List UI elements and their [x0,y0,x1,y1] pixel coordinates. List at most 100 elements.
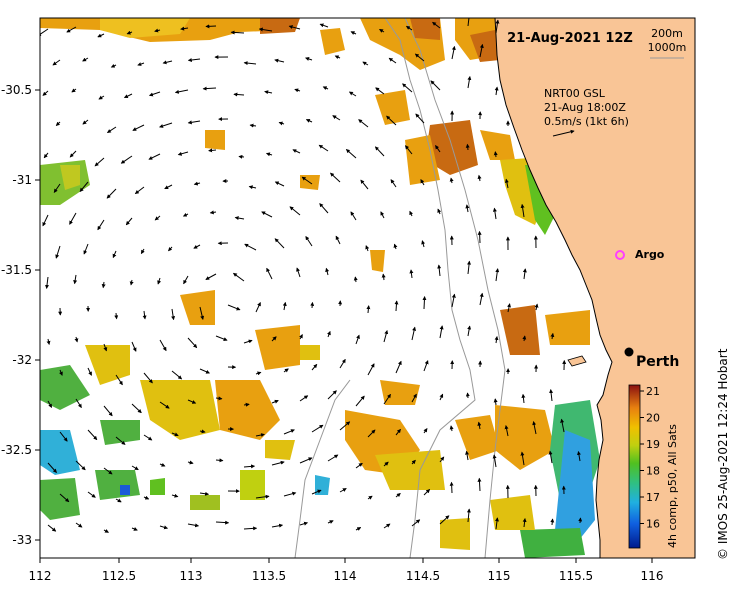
current-arrow [334,55,341,60]
current-arrow [504,425,509,437]
current-arrow [164,184,173,190]
current-arrow [106,188,117,199]
current-arrow [171,493,179,498]
current-arrow [492,207,497,220]
current-arrow [550,518,555,526]
x-tick-label: 115 [488,569,511,583]
current-arrow [360,179,369,190]
current-arrow [115,374,123,386]
y-tick-label: -32 [12,353,32,367]
current-arrow [98,95,105,100]
current-arrow [182,212,189,217]
current-arrow [233,92,245,97]
current-arrow [131,527,138,531]
current-arrow [103,405,113,417]
x-tick-label: 112 [29,569,52,583]
current-arrow [73,274,78,285]
current-arrow [112,250,117,259]
current-arrow [243,464,256,469]
current-arrow [271,336,277,342]
current-arrow [296,267,301,278]
current-arrow [395,360,402,374]
current-arrow [422,296,427,310]
current-arrow [42,90,49,96]
current-arrow [520,451,525,466]
current-arrow [353,276,358,283]
current-arrow [576,450,581,462]
current-arrow [437,208,442,215]
current-arrow [143,434,153,441]
current-arrow [205,273,217,280]
current-arrow [52,59,61,66]
current-arrow [171,370,183,380]
current-arrow [522,517,527,528]
current-arrow [110,63,117,68]
x-tick-label: 114.5 [406,569,440,583]
current-arrow [193,181,201,186]
current-arrow [292,149,301,154]
current-arrow [271,399,279,404]
current-arrow [131,403,142,414]
current-arrow [437,264,442,277]
current-arrow [123,93,133,99]
current-arrow [271,523,284,528]
colorbar-title: 4h comp, p50, All Sats [666,424,679,548]
current-arrow [137,62,145,66]
argo-float-marker[interactable] [615,250,625,260]
current-arrow [477,421,482,430]
current-arrow [467,18,470,27]
current-arrow [42,214,49,227]
colorbar-tick-label: 19 [646,438,660,451]
current-arrow [131,465,139,471]
current-arrow [327,390,337,400]
colorbar-scale [628,384,641,549]
current-arrow [43,152,49,159]
x-tick-label: 115.5 [559,569,593,583]
current-arrow [432,21,441,29]
current-arrow [388,57,397,64]
current-arrow [451,293,456,308]
current-arrow [159,462,166,467]
current-arrow [327,520,334,524]
current-arrow [467,325,472,337]
current-arrow [355,395,365,407]
current-arrow [383,461,389,467]
current-arrow [477,174,482,182]
current-arrow [294,88,301,93]
current-arrow [283,429,295,435]
current-arrow [126,30,133,35]
current-arrow [59,369,63,376]
y-axis: -30.5 -31 -31.5 -32 -32.5 -33 [1,83,40,547]
current-arrow [345,149,357,159]
current-arrow [232,272,245,282]
current-legend-source: NRT00 GSL [544,87,606,100]
current-arrow [386,115,397,126]
current-arrow [414,53,425,62]
current-arrow [493,151,498,158]
current-arrow [383,523,391,529]
current-arrow [439,393,444,401]
current-arrow [367,429,376,438]
colorbar-tick-label: 17 [646,491,660,504]
current-arrow [103,467,113,475]
perth-marker[interactable] [624,347,634,357]
x-tick-label: 113.5 [252,569,286,583]
current-arrow [143,372,153,384]
current-arrow [162,60,173,65]
current-arrow [449,425,454,432]
current-arrow [394,300,399,312]
plot-frame [39,17,696,559]
current-arrow [154,215,161,221]
y-tick-label: -33 [12,533,32,547]
current-arrow [261,211,273,218]
current-arrow [55,121,61,126]
current-arrow [183,275,189,285]
current-arrow [288,25,301,30]
current-arrow [75,522,83,528]
current-arrow [367,495,373,500]
current-arrow [335,235,341,245]
current-arrow [311,489,322,495]
current-arrow [494,517,499,530]
current-arrow [187,399,197,404]
current-arrow [350,211,357,221]
